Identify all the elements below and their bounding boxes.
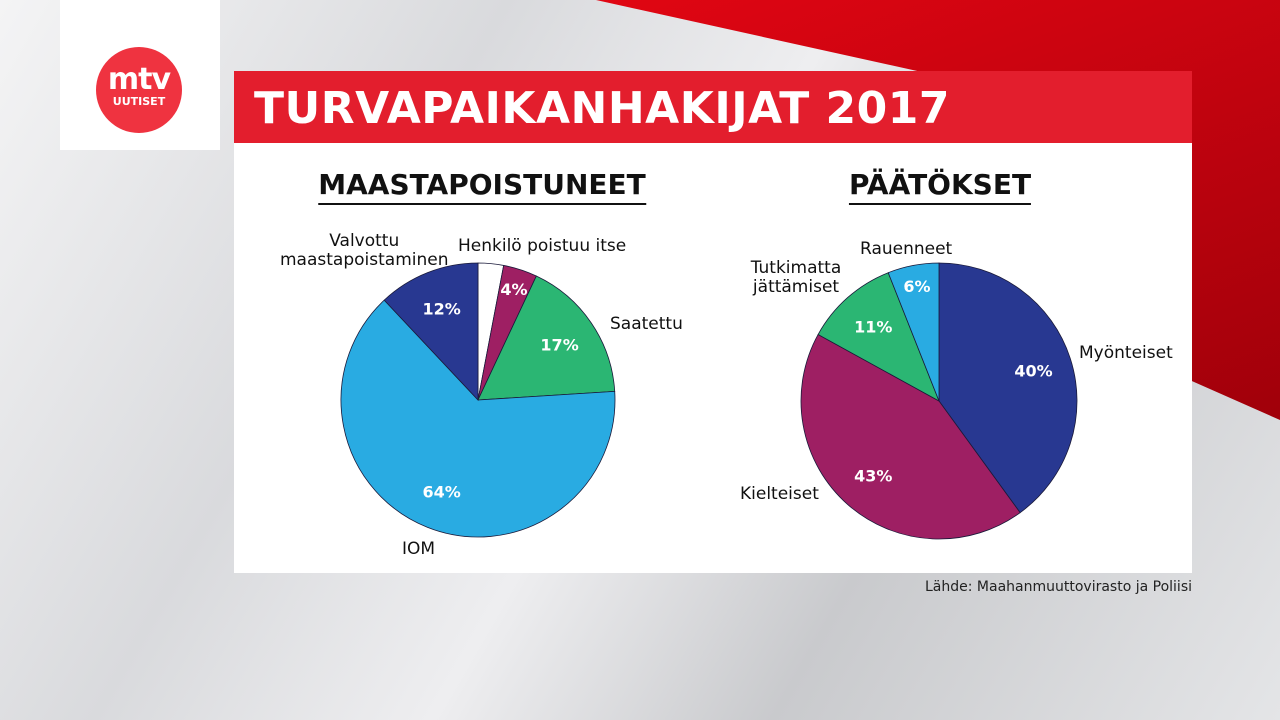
chart-title-right: PÄÄTÖKSET <box>848 168 1032 205</box>
slice-percent-label: 4% <box>500 280 527 299</box>
label-myonteiset: Myönteiset <box>1079 343 1173 363</box>
logo-box: mtv UUTISET <box>60 0 220 150</box>
chart-title-left: MAASTAPOISTUNEET <box>318 168 646 205</box>
source-text: Lähde: Maahanmuuttovirasto ja Poliisi <box>925 579 1192 595</box>
slice-percent-label: 11% <box>854 317 892 336</box>
pie-slice <box>938 262 1078 514</box>
label-valvottu: Valvottu maastapoistaminen <box>280 231 449 270</box>
pie-slice <box>887 262 940 402</box>
slice-percent-label: 40% <box>1014 361 1052 380</box>
page-title: TURVAPAIKANHAKIJAT 2017 <box>254 83 950 134</box>
slice-percent-label: 64% <box>423 483 461 502</box>
label-iom: IOM <box>402 539 436 559</box>
mtv-logo: mtv UUTISET <box>96 47 182 133</box>
label-rauenneet: Rauenneet <box>860 239 953 259</box>
pie-slice <box>800 333 1021 540</box>
slice-percent-label: 17% <box>540 336 578 355</box>
label-kielteiset: Kielteiset <box>740 484 819 504</box>
pie-slice <box>477 275 616 401</box>
slice-percent-label: 6% <box>903 277 930 296</box>
label-tutkimatta: Tutkimatta jättämiset <box>750 258 842 297</box>
logo-text: mtv <box>107 62 171 97</box>
title-banner: TURVAPAIKANHAKIJAT 2017 <box>234 71 1192 143</box>
pie-slice <box>817 272 940 402</box>
logo-subtext: UUTISET <box>112 95 166 108</box>
slice-percent-label: 43% <box>854 467 892 486</box>
pie-slice <box>383 262 479 402</box>
label-saatettu: Saatettu <box>610 314 683 334</box>
pie-slice <box>340 299 616 538</box>
slice-percent-label: 12% <box>423 299 461 318</box>
label-henkilo: Henkilö poistuu itse <box>458 236 627 256</box>
